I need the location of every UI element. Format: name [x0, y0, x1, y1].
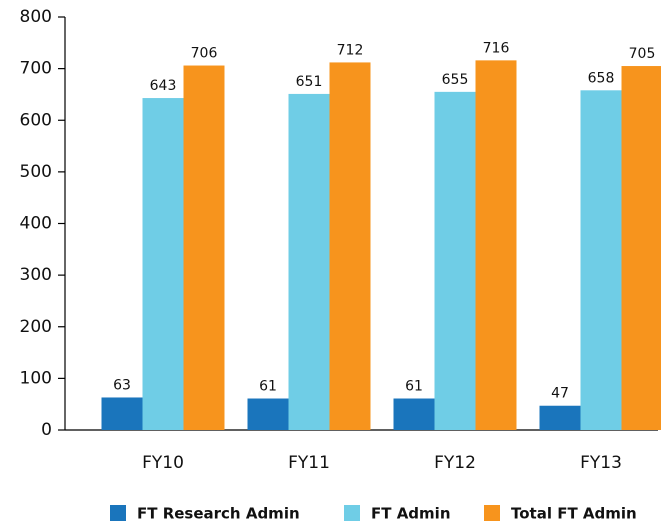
legend-swatch — [484, 505, 500, 521]
data-label: 716 — [483, 40, 510, 56]
legend-label: FT Admin — [371, 505, 451, 523]
bar — [475, 60, 517, 431]
bar — [288, 93, 330, 430]
bar — [434, 91, 476, 430]
bar — [393, 398, 435, 430]
bar — [183, 65, 225, 430]
bar — [539, 405, 581, 430]
data-label: 63 — [113, 377, 131, 393]
data-label: 61 — [405, 379, 423, 395]
bar — [101, 397, 143, 430]
data-label: 706 — [191, 46, 218, 62]
data-label: 658 — [588, 70, 615, 86]
y-tick-label: 0 — [41, 420, 52, 440]
bar — [580, 90, 622, 431]
y-tick-label: 300 — [20, 265, 52, 285]
y-tick-label: 500 — [20, 162, 52, 182]
y-tick-label: 200 — [20, 317, 52, 337]
x-tick-label: FY13 — [580, 453, 622, 473]
y-tick-label: 100 — [20, 368, 52, 388]
x-tick-label: FY12 — [434, 453, 476, 473]
y-tick-label: 800 — [20, 7, 52, 27]
y-tick-label: 600 — [20, 110, 52, 130]
x-tick-label: FY10 — [142, 453, 184, 473]
bar — [329, 62, 371, 431]
data-label: 643 — [150, 78, 177, 94]
data-label: 651 — [296, 74, 323, 90]
legend-swatch — [344, 505, 360, 521]
data-label: 61 — [259, 379, 277, 395]
y-tick-label: 700 — [20, 59, 52, 79]
data-label: 655 — [442, 72, 469, 88]
legend-label: FT Research Admin — [137, 505, 300, 523]
x-tick-label: FY11 — [288, 453, 330, 473]
bar — [621, 66, 661, 430]
legend-label: Total FT Admin — [511, 505, 637, 523]
bar — [247, 398, 289, 430]
bar — [142, 98, 184, 431]
data-label: 47 — [551, 386, 569, 402]
data-label: 712 — [337, 42, 364, 58]
y-tick-label: 400 — [20, 214, 52, 234]
data-label: 705 — [629, 46, 656, 62]
legend-swatch — [110, 505, 126, 521]
